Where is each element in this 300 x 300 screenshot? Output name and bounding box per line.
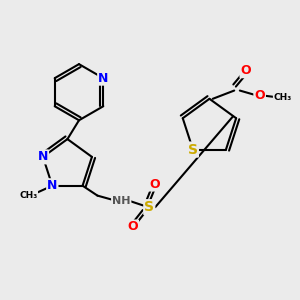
Text: N: N — [38, 150, 48, 164]
Text: O: O — [128, 220, 138, 233]
Text: S: S — [188, 142, 198, 157]
Text: N: N — [47, 179, 58, 192]
Text: N: N — [98, 72, 109, 85]
Text: O: O — [254, 89, 265, 102]
Text: O: O — [149, 178, 160, 190]
Text: S: S — [144, 200, 154, 214]
Text: CH₃: CH₃ — [274, 93, 292, 102]
Text: O: O — [241, 64, 251, 77]
Text: NH: NH — [112, 196, 130, 206]
Text: CH₃: CH₃ — [19, 191, 37, 200]
